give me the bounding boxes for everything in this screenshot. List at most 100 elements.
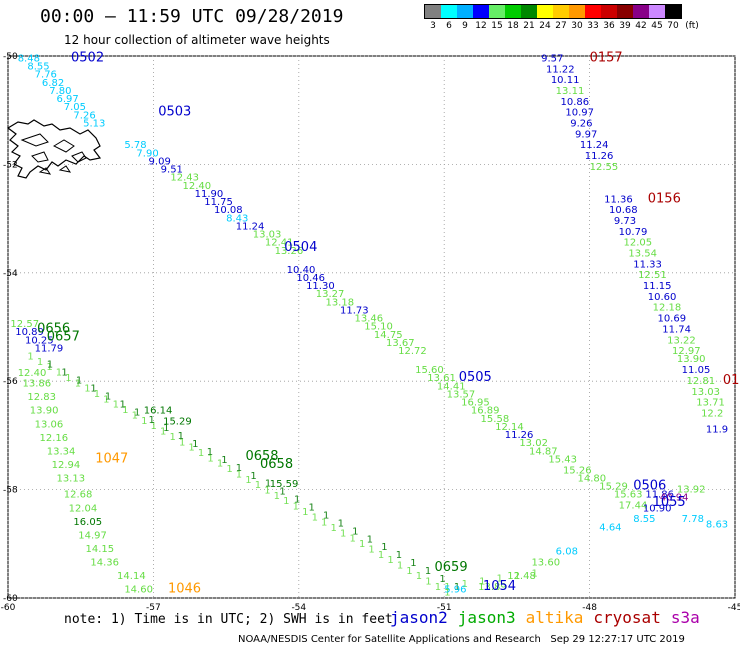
track-marker: 1: [245, 475, 251, 486]
wave-height-value: 13.90: [677, 354, 706, 365]
legend-label: 3: [430, 21, 436, 31]
track-time-label: 0502: [71, 50, 104, 65]
legend-unit: (ft): [685, 21, 699, 31]
wave-height-value: 13.60: [531, 557, 560, 568]
wave-height-value: 11.33: [633, 259, 662, 270]
longitude-tick-label: -54: [291, 603, 306, 613]
track-marker: 1: [160, 427, 166, 438]
credit-line: NOAA/NESDIS Center for Satellite Applica…: [238, 634, 685, 645]
wave-height-value: 10.25: [25, 335, 54, 346]
track-marker: 1: [425, 577, 431, 588]
track-marker: 1: [188, 443, 194, 454]
legend-label: 6: [446, 21, 452, 31]
wave-height-value: 8.55: [633, 514, 655, 525]
track-marker: 1: [331, 523, 337, 534]
track-marker: 1: [387, 555, 393, 566]
map-axis-labels: -60 -57 -54 -51 -48 -45 -50 -52 -54 -56 -58 -60: [1, 52, 740, 613]
track-marker: 1: [250, 471, 256, 482]
wave-height-value: 14.36: [90, 557, 119, 568]
wave-height-value: 12.43: [170, 173, 199, 184]
wave-height-value: 9.73: [614, 216, 636, 227]
track-time-label: 1054: [483, 579, 516, 594]
wave-height-value: 12.83: [27, 392, 56, 403]
wave-height-value: 14.97: [78, 530, 107, 541]
wave-height-value: 5.96: [444, 585, 466, 596]
track-marker: 1: [192, 439, 198, 450]
legend-swatch: [425, 5, 441, 18]
wave-height-value: 12.48: [507, 571, 536, 582]
wave-height-value: 15.59: [270, 479, 299, 490]
track-time-label: 1046: [168, 582, 201, 597]
track-marker: 1: [119, 399, 125, 410]
wave-height-value: 12.05: [624, 238, 653, 249]
legend-label: 27: [555, 21, 567, 31]
track-marker: 1: [163, 423, 169, 434]
track-time-label: 0656: [37, 321, 70, 336]
wave-height-value: 13.54: [628, 249, 657, 260]
wave-height-value: 16.14: [144, 406, 173, 417]
track-marker: 1: [221, 455, 227, 466]
wave-height-value: 13.71: [696, 398, 725, 409]
latitude-tick-label: -58: [3, 486, 18, 496]
wave-height-value: 12.18: [653, 303, 682, 314]
track-time-label: 0503: [158, 105, 191, 120]
wave-height-value: 11.75: [204, 197, 233, 208]
wave-height-value: 13.22: [667, 335, 696, 346]
wave-height-value: 13.11: [556, 86, 585, 97]
wave-height-value: 9.97: [575, 129, 597, 140]
wave-height-value: 14.80: [577, 473, 606, 484]
track-marker: 1: [226, 464, 232, 475]
satellite-legend: jason2 jason3 altika cryosat s3a: [390, 608, 710, 627]
track-marker: 1: [255, 480, 261, 491]
track-marker: 1: [105, 391, 111, 402]
track-marker: 1: [381, 542, 387, 553]
wave-height-value: 10.89: [15, 327, 44, 338]
wave-height-value: 12.40: [18, 368, 47, 379]
wave-height-value: 13.46: [355, 314, 384, 325]
wave-height-value: 5.78: [124, 140, 146, 151]
track-time-labels: 0502050305040505050610541055015701560110…: [37, 50, 739, 596]
wave-height-value: 13.86: [23, 379, 52, 390]
track-time-label: 0658: [245, 449, 278, 464]
wave-height-value: 10.40: [287, 265, 316, 276]
wave-height-value: 13.57: [447, 389, 476, 400]
wave-height-value: 9.51: [161, 165, 183, 176]
track-marker: 1: [435, 582, 441, 593]
wave-height-value: 7.26: [73, 110, 95, 121]
page-title: 00:00 – 11:59 UTC 09/28/2019: [40, 6, 344, 27]
track-marker: 1: [37, 357, 43, 368]
track-marker: 1: [338, 518, 344, 529]
legend-swatch: [489, 5, 505, 18]
track-marker: 1: [65, 373, 71, 384]
track-marker: 1: [178, 431, 184, 442]
wave-height-value: 13.03: [253, 230, 282, 241]
track-marker: 1: [302, 507, 308, 518]
wave-height-value: 12.14: [495, 422, 524, 433]
legend-label: 33: [587, 21, 599, 31]
wave-height-value: 12.94: [52, 460, 81, 471]
track-marker: 1: [368, 544, 374, 555]
wave-height-value: 11.26: [505, 430, 534, 441]
wave-height-value: 10.11: [551, 75, 580, 86]
latitude-tick-label: -54: [3, 269, 18, 279]
track-marker: 1: [462, 579, 468, 590]
legend-swatch: [617, 5, 633, 18]
wave-height-value: 12.41: [265, 238, 294, 249]
wave-height-value: 13.89: [478, 582, 507, 593]
color-scale-legend: 3 6 9 12 15 18 21 24 27 30 33 36 39 42 45 70 (ft): [424, 4, 699, 33]
track-marker: 1: [46, 362, 52, 373]
legend-label: 15: [491, 21, 503, 31]
wave-height-value: 15.58: [481, 414, 510, 425]
track-marker: 1: [217, 459, 223, 470]
wave-height-values: 8.488.557.766.827.806.977.057.265.135.78…: [10, 53, 728, 595]
track-time-label: 01: [723, 373, 740, 388]
track-time-label: 0506: [633, 479, 666, 494]
wave-height-value: 15.60: [415, 365, 444, 376]
track-marker: 1: [103, 394, 109, 405]
wave-height-value: 10.90: [643, 503, 672, 514]
wave-height-value: 15.63: [614, 490, 643, 501]
track-marker: 1: [531, 568, 537, 579]
wave-height-value: 6.82: [42, 78, 64, 89]
wave-height-value: 16.89: [471, 406, 500, 417]
wave-height-value: 13.13: [56, 473, 85, 484]
